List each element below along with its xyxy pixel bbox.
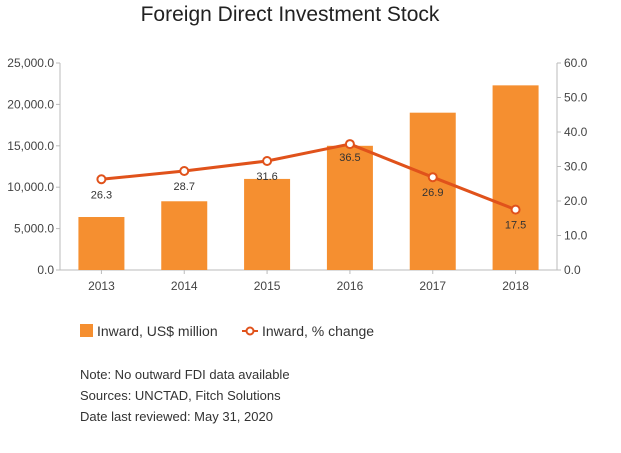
x-tick-label: 2016 bbox=[337, 279, 364, 293]
bar-series bbox=[78, 85, 539, 271]
legend-label-bar: Inward, US$ million bbox=[97, 323, 218, 339]
data-label: 28.7 bbox=[174, 181, 195, 193]
y-left-tick-label: 10,000.0 bbox=[7, 180, 54, 194]
bar bbox=[244, 178, 291, 270]
bar bbox=[492, 85, 539, 270]
x-tick-label: 2018 bbox=[502, 279, 529, 293]
x-tick-label: 2014 bbox=[171, 279, 198, 293]
line-point bbox=[427, 172, 438, 183]
data-label: 26.9 bbox=[422, 187, 443, 199]
y-right-tick-label: 0.0 bbox=[564, 263, 581, 277]
bar bbox=[409, 112, 456, 271]
legend: Inward, US$ million Inward, % change bbox=[80, 323, 374, 339]
footnotes: Note: No outward FDI data available Sour… bbox=[80, 364, 290, 427]
data-label: 26.3 bbox=[91, 189, 112, 201]
line-path bbox=[101, 142, 517, 212]
bar bbox=[78, 217, 125, 270]
legend-label-line: Inward, % change bbox=[262, 323, 374, 339]
legend-swatch-point bbox=[245, 326, 255, 336]
line-point bbox=[262, 155, 273, 166]
y-left-tick-label: 5,000.0 bbox=[14, 222, 54, 236]
y-left-tick-label: 15,000.0 bbox=[7, 139, 54, 153]
y-right-tick-label: 20.0 bbox=[564, 194, 588, 208]
y-left-tick-label: 0.0 bbox=[37, 263, 54, 277]
y-right-tick-label: 30.0 bbox=[564, 160, 588, 174]
data-label: 31.6 bbox=[256, 171, 277, 183]
line-point bbox=[510, 204, 521, 215]
data-label: 17.5 bbox=[505, 220, 526, 232]
y-left-tick-label: 25,000.0 bbox=[7, 56, 54, 70]
y-right-tick-label: 50.0 bbox=[564, 91, 588, 105]
x-tick-label: 2015 bbox=[254, 279, 281, 293]
legend-swatch-bar bbox=[80, 324, 93, 337]
line-point bbox=[179, 165, 190, 176]
y-left-tick-label: 20,000.0 bbox=[7, 97, 54, 111]
line-point bbox=[96, 174, 107, 185]
sources-text: Sources: UNCTAD, Fitch Solutions bbox=[80, 388, 281, 403]
x-tick-label: 2017 bbox=[419, 279, 446, 293]
reviewed-text: Date last reviewed: May 31, 2020 bbox=[80, 409, 273, 424]
line-point bbox=[344, 139, 355, 150]
bar bbox=[326, 145, 373, 270]
note-text: Note: No outward FDI data available bbox=[80, 367, 290, 382]
y-right-tick-label: 60.0 bbox=[564, 56, 588, 70]
bar bbox=[161, 201, 208, 270]
axes: 0.0 5,000.0 10,000.0 15,000.0 20,000.0 25,000… bbox=[7, 56, 587, 293]
chart-title: Foreign Direct Investment Stock bbox=[141, 3, 440, 26]
y-right-tick-label: 40.0 bbox=[564, 125, 588, 139]
y-right-tick-label: 10.0 bbox=[564, 229, 588, 243]
x-tick-label: 2013 bbox=[88, 279, 115, 293]
data-label: 36.5 bbox=[339, 152, 360, 164]
line-series: 26.3 28.7 31.6 36.5 26.9 17.5 bbox=[91, 139, 526, 232]
